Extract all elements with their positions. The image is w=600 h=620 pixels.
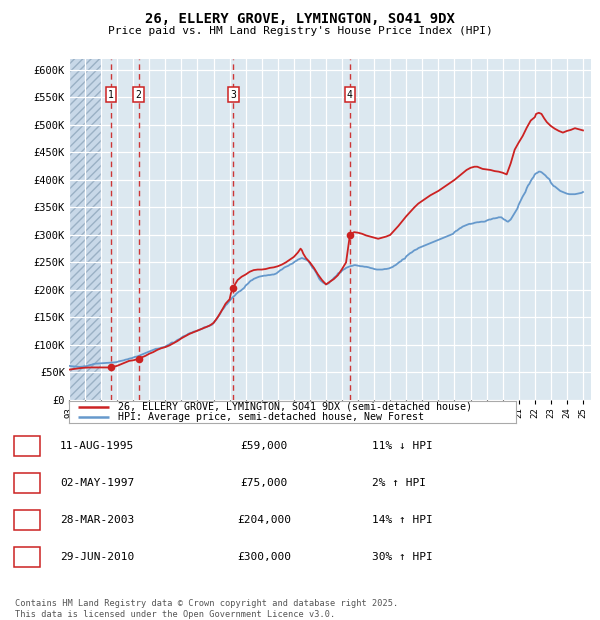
- Text: 28-MAR-2003: 28-MAR-2003: [60, 515, 134, 525]
- Text: £300,000: £300,000: [237, 552, 291, 562]
- Text: 14% ↑ HPI: 14% ↑ HPI: [372, 515, 433, 525]
- Bar: [69, 59, 101, 400]
- Text: 2: 2: [136, 90, 142, 100]
- Text: 1: 1: [23, 441, 31, 451]
- Text: 29-JUN-2010: 29-JUN-2010: [60, 552, 134, 562]
- Text: Price paid vs. HM Land Registry's House Price Index (HPI): Price paid vs. HM Land Registry's House …: [107, 26, 493, 36]
- Text: 26, ELLERY GROVE, LYMINGTON, SO41 9DX (semi-detached house): 26, ELLERY GROVE, LYMINGTON, SO41 9DX (s…: [118, 402, 472, 412]
- Text: 2% ↑ HPI: 2% ↑ HPI: [372, 478, 426, 488]
- Text: £204,000: £204,000: [237, 515, 291, 525]
- Text: 2: 2: [23, 478, 31, 488]
- Text: Contains HM Land Registry data © Crown copyright and database right 2025.
This d: Contains HM Land Registry data © Crown c…: [15, 600, 398, 619]
- Text: £59,000: £59,000: [241, 441, 287, 451]
- Text: 26, ELLERY GROVE, LYMINGTON, SO41 9DX: 26, ELLERY GROVE, LYMINGTON, SO41 9DX: [145, 12, 455, 27]
- Text: 4: 4: [347, 90, 353, 100]
- Text: 11% ↓ HPI: 11% ↓ HPI: [372, 441, 433, 451]
- Text: 3: 3: [230, 90, 236, 100]
- Text: 02-MAY-1997: 02-MAY-1997: [60, 478, 134, 488]
- Text: 1: 1: [108, 90, 114, 100]
- Text: 30% ↑ HPI: 30% ↑ HPI: [372, 552, 433, 562]
- Text: 11-AUG-1995: 11-AUG-1995: [60, 441, 134, 451]
- Text: 4: 4: [23, 552, 31, 562]
- Text: HPI: Average price, semi-detached house, New Forest: HPI: Average price, semi-detached house,…: [118, 412, 424, 422]
- Text: 3: 3: [23, 515, 31, 525]
- Text: £75,000: £75,000: [241, 478, 287, 488]
